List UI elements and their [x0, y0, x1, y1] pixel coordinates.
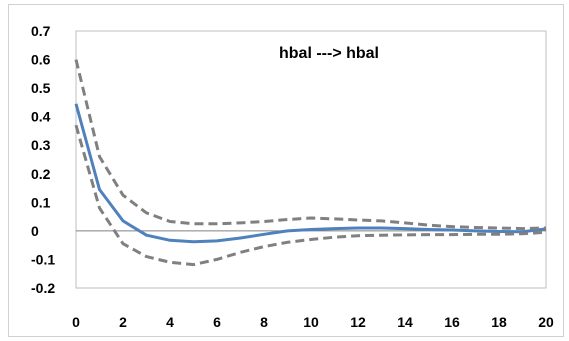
y-tick-label: 0 [31, 223, 39, 239]
x-tick-label: 14 [397, 314, 413, 330]
x-tick-label: 0 [72, 314, 80, 330]
x-tick-label: 16 [444, 314, 460, 330]
line-chart: -0.2 -0.1 0 0.1 0.2 0.3 0.4 0.5 0.6 0.7 0 2 4 6 8 10 12… [31, 23, 554, 330]
y-tick-label: 0.7 [31, 23, 51, 39]
y-tick-label: -0.1 [31, 251, 55, 267]
y-tick-label: -0.2 [31, 280, 55, 296]
y-tick-label: 0.5 [31, 80, 51, 96]
y-tick-label: 0.6 [31, 52, 51, 68]
series-line-upper-band [74, 59, 547, 231]
y-tick-label: 0.1 [31, 194, 51, 210]
series-line-lower-band [74, 124, 547, 267]
plot-area [75, 30, 547, 289]
y-tick-label: 0.4 [31, 109, 51, 125]
y-tick-label: 0.2 [31, 166, 51, 182]
x-tick-label: 10 [303, 314, 319, 330]
x-tick-label: 8 [260, 314, 268, 330]
chart-frame: -0.2 -0.1 0 0.1 0.2 0.3 0.4 0.5 0.6 0.7 0 2 4 6 8 10 12… [8, 4, 564, 337]
x-tick-label: 20 [538, 314, 554, 330]
x-tick-label: 12 [350, 314, 366, 330]
y-tick-label: 0.3 [31, 137, 51, 153]
x-tick-label: 18 [491, 314, 507, 330]
chart-title: hbal ---> hbal [279, 45, 379, 62]
x-tick-label: 2 [119, 314, 127, 330]
series-line-response [74, 103, 547, 244]
x-tick-label: 4 [166, 314, 174, 330]
x-tick-label: 6 [213, 314, 221, 330]
